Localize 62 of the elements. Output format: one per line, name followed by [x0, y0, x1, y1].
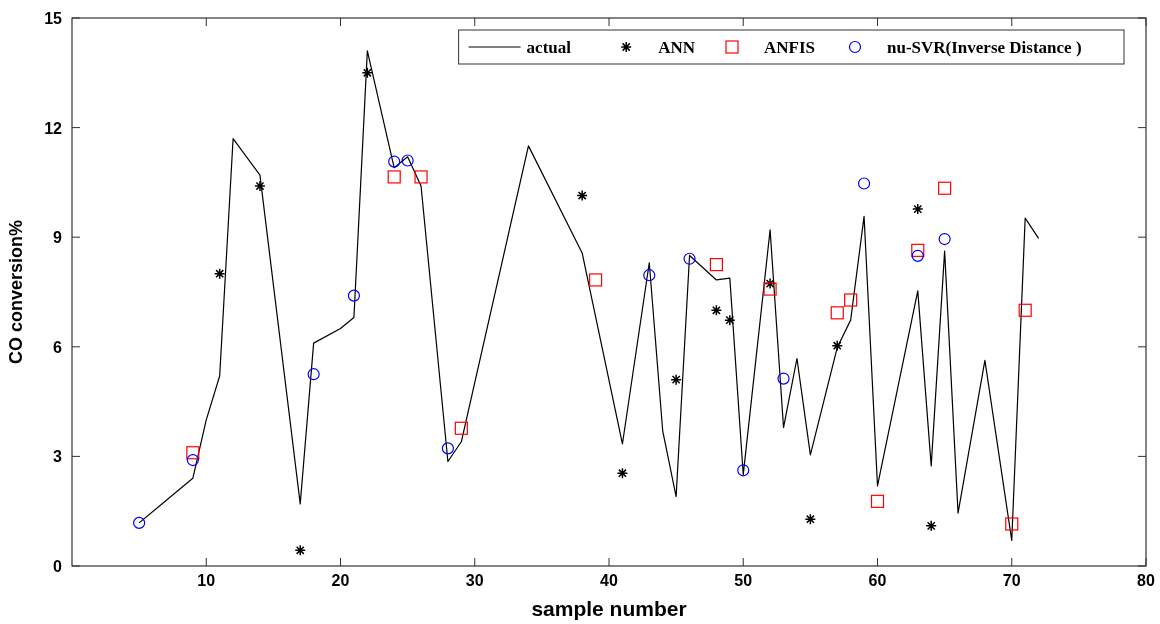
x-tick-label: 80	[1137, 572, 1155, 589]
point	[724, 314, 736, 326]
point	[213, 267, 226, 280]
x-tick-label: 20	[331, 572, 350, 589]
point	[737, 464, 750, 477]
point	[361, 67, 374, 79]
x-axis-title: sample number	[531, 597, 687, 620]
point	[441, 442, 454, 455]
point	[401, 154, 414, 167]
x-tick-label: 50	[734, 572, 753, 589]
x-tick-label: 70	[1002, 572, 1021, 589]
point	[804, 513, 817, 525]
point	[186, 446, 200, 460]
point	[670, 373, 682, 386]
point	[911, 249, 924, 262]
y-axis-title: CO conversion%	[6, 219, 26, 365]
point	[844, 293, 858, 307]
point	[294, 544, 306, 557]
y-tick-label: 12	[44, 119, 63, 137]
point	[388, 155, 401, 168]
point	[616, 467, 629, 479]
x-tick-label: 30	[465, 572, 484, 589]
y-tick-label: 6	[53, 338, 63, 356]
point	[709, 258, 723, 272]
y-tick-label: 3	[53, 448, 63, 466]
legend-label: actual	[526, 38, 572, 57]
point	[911, 243, 925, 257]
y-tick-label: 0	[53, 558, 63, 575]
point	[710, 304, 723, 317]
point	[254, 180, 266, 192]
point	[454, 421, 468, 435]
legend-label: ANN	[658, 38, 696, 57]
point	[683, 252, 696, 265]
x-tick-label: 10	[197, 572, 216, 589]
point	[764, 277, 776, 290]
point	[643, 269, 656, 282]
point	[830, 306, 844, 320]
point	[1018, 303, 1032, 317]
point	[938, 181, 952, 195]
y-tick-label: 9	[53, 229, 63, 247]
point	[387, 170, 401, 184]
point	[763, 282, 777, 296]
point	[133, 516, 146, 529]
point	[307, 368, 320, 381]
point	[414, 170, 428, 184]
point	[857, 177, 871, 190]
point	[1005, 517, 1019, 531]
point	[912, 203, 924, 215]
point	[588, 273, 603, 287]
point	[777, 372, 790, 385]
point	[831, 339, 843, 352]
point	[870, 494, 885, 508]
x-tick-label: 40	[600, 572, 618, 589]
x-tick-label: 60	[868, 572, 887, 589]
y-tick-label: 15	[44, 10, 63, 27]
legend-label: ANFIS	[764, 38, 816, 57]
point	[186, 453, 199, 467]
point	[347, 289, 361, 302]
point	[576, 189, 588, 202]
point	[938, 232, 951, 246]
point	[925, 520, 937, 532]
legend-label: nu-SVR(Inverse Distance )	[887, 38, 1082, 57]
